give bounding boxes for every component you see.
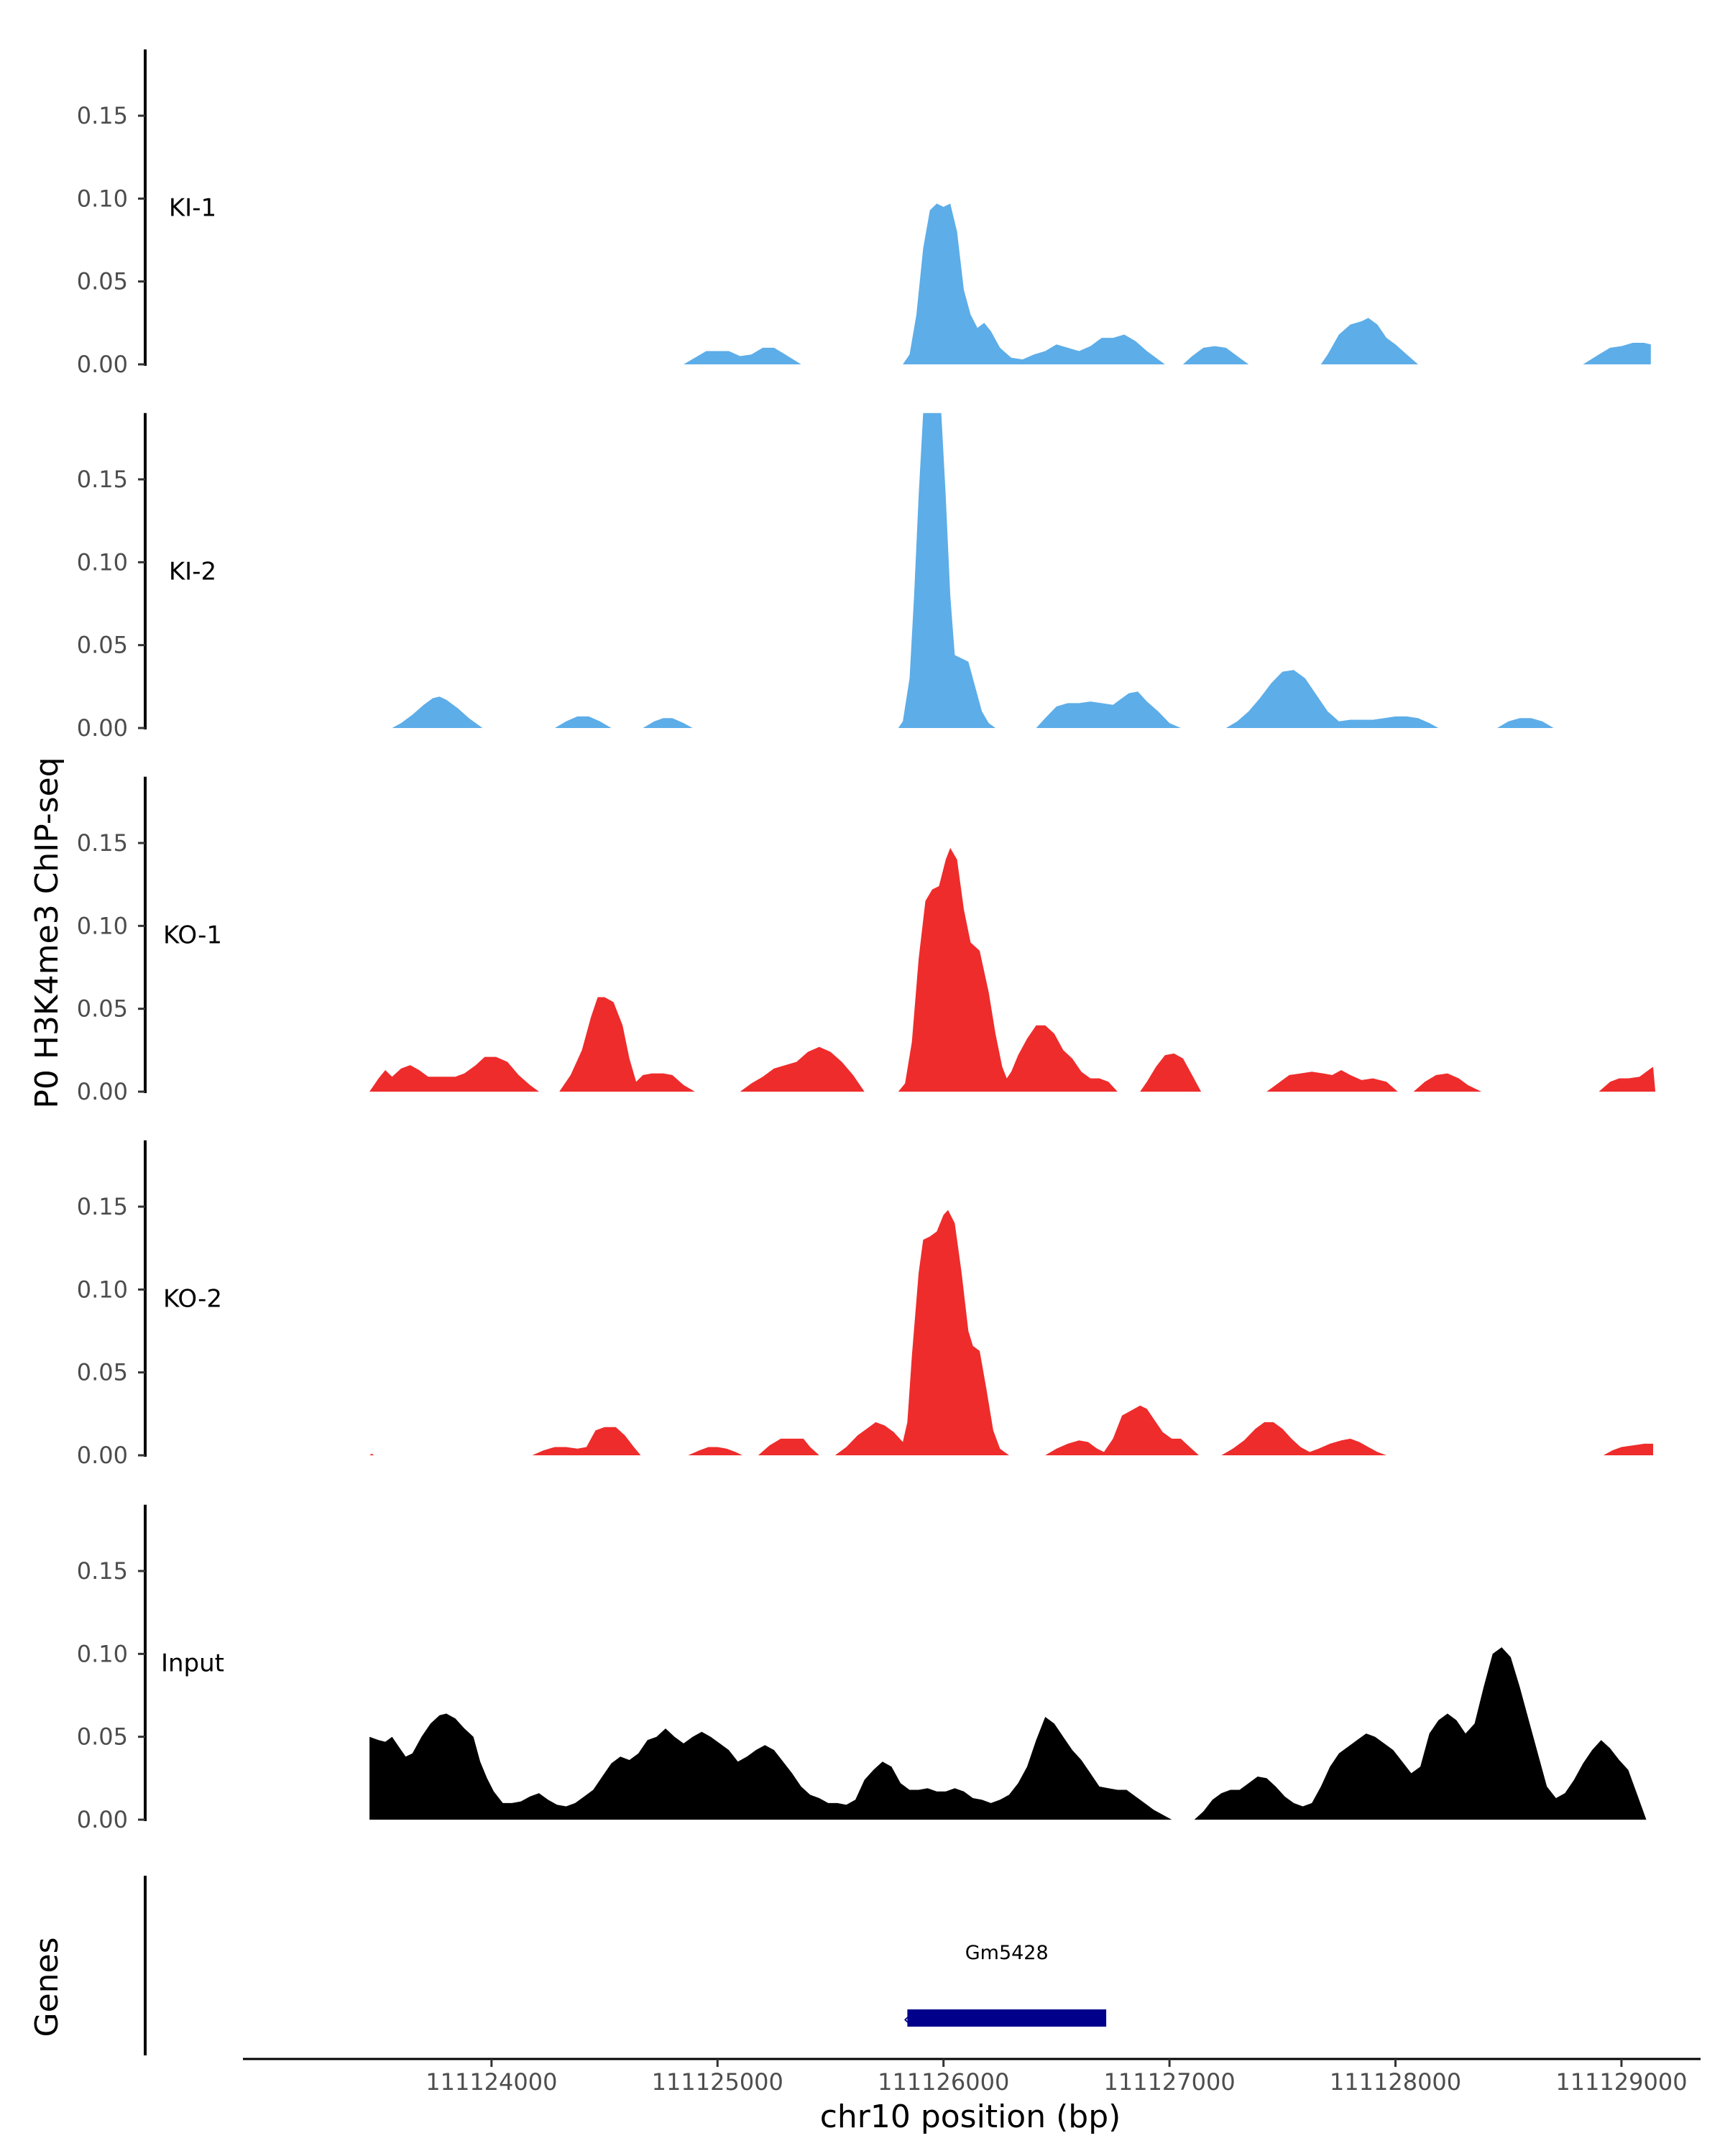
x-tick-label: 111124000 (426, 2068, 557, 2096)
track-panel: 0.00 0.05 0.10 0.15 KO-1 (77, 776, 1656, 1105)
coverage-area (1221, 1422, 1386, 1455)
x-tick-label: 111127000 (1103, 2068, 1235, 2096)
gene-bar (907, 2009, 1107, 2027)
y-tick-label: 0.00 (77, 351, 128, 378)
x-axis-title: chr10 position (bp) (820, 2099, 1121, 2135)
y-tick-label: 0.10 (77, 548, 128, 576)
gene-strand-marker: ‹ (903, 2009, 910, 2030)
y-tick-label: 0.05 (77, 268, 128, 295)
y-tick-label: 0.00 (77, 1078, 128, 1105)
y-tick-label: 0.05 (77, 1723, 128, 1751)
y-tick-label: 0.15 (77, 1193, 128, 1220)
y-tick-label: 0.00 (77, 714, 128, 742)
x-tick-label: 111129000 (1555, 2068, 1687, 2096)
x-axis: 111124000 111125000 111126000 111127000 1111… (243, 2058, 1701, 2096)
track-panel: 0.00 0.05 0.10 0.15 KI-1 (77, 49, 1651, 378)
gene-label: Gm5428 (965, 1942, 1049, 1964)
y-tick-label: 0.05 (77, 632, 128, 659)
coverage-area (758, 1438, 819, 1455)
coverage-area (898, 847, 1118, 1092)
coverage-area (1320, 318, 1418, 364)
coverage-area (1413, 1073, 1481, 1092)
y-tick-label: 0.00 (77, 1806, 128, 1833)
coverage-area (740, 1046, 865, 1092)
coverage-area (1225, 670, 1439, 728)
y-tick-label: 0.10 (77, 1640, 128, 1667)
coverage-area (554, 716, 612, 728)
coverage-area (392, 696, 483, 728)
coverage-area (903, 203, 1165, 364)
coverage-area (1603, 1443, 1653, 1455)
coverage-area (834, 1210, 1009, 1455)
coverage-area (1266, 1070, 1398, 1092)
y-tick-label: 0.05 (77, 1359, 128, 1386)
coverage-area (688, 1447, 742, 1455)
y-tick-label: 0.00 (77, 1442, 128, 1469)
coverage-area (898, 413, 995, 728)
y-tick-label: 0.05 (77, 995, 128, 1023)
coverage-area (1497, 718, 1554, 728)
x-tick-label: 111125000 (652, 2068, 783, 2096)
y-tick-label: 0.10 (77, 912, 128, 939)
coverage-area (1583, 343, 1651, 364)
coverage-area (1036, 691, 1181, 728)
coverage-area (532, 1427, 641, 1455)
coverage-area (1183, 346, 1249, 364)
coverage-area (1194, 1647, 1647, 1820)
coverage-area (369, 1056, 539, 1092)
y-tick-label: 0.15 (77, 1557, 128, 1585)
coverage-area (369, 1453, 374, 1455)
track-label: KO-1 (163, 921, 222, 949)
coverage-area (643, 718, 693, 728)
track-label: KO-2 (163, 1284, 222, 1313)
y-tick-label: 0.15 (77, 829, 128, 857)
x-tick-label: 111128000 (1330, 2068, 1461, 2096)
track-panel: 0.00 0.05 0.10 0.15 Input (77, 1504, 1647, 1833)
gene-track: Gm5428 ‹ (144, 1876, 1107, 2055)
coverage-area (1045, 1405, 1199, 1455)
y-tick-label: 0.15 (77, 102, 128, 129)
y-axis-title: P0 H3K4me3 ChIP-seq (29, 757, 65, 1108)
track-label: KI-1 (169, 193, 216, 222)
track-label: Input (161, 1649, 224, 1677)
coverage-area (559, 997, 695, 1092)
track-panel: 0.00 0.05 0.10 0.15 KI-2 (77, 413, 1554, 742)
coverage-area (1598, 1067, 1656, 1092)
track-panel: 0.00 0.05 0.10 0.15 KO-2 (77, 1140, 1653, 1469)
coverage-area (1140, 1053, 1202, 1092)
track-label: KI-2 (169, 557, 216, 586)
y-tick-label: 0.10 (77, 185, 128, 212)
coverage-tracks: 0.00 0.05 0.10 0.15 KI-1 0.00 0.05 0.10 0.15 KI-2… (77, 49, 1656, 1833)
coverage-area (369, 1713, 1172, 1820)
y-tick-label: 0.15 (77, 466, 128, 493)
y-tick-label: 0.10 (77, 1276, 128, 1303)
genes-axis-title: Genes (29, 1937, 65, 2037)
x-tick-label: 111126000 (878, 2068, 1009, 2096)
coverage-area (684, 347, 801, 364)
